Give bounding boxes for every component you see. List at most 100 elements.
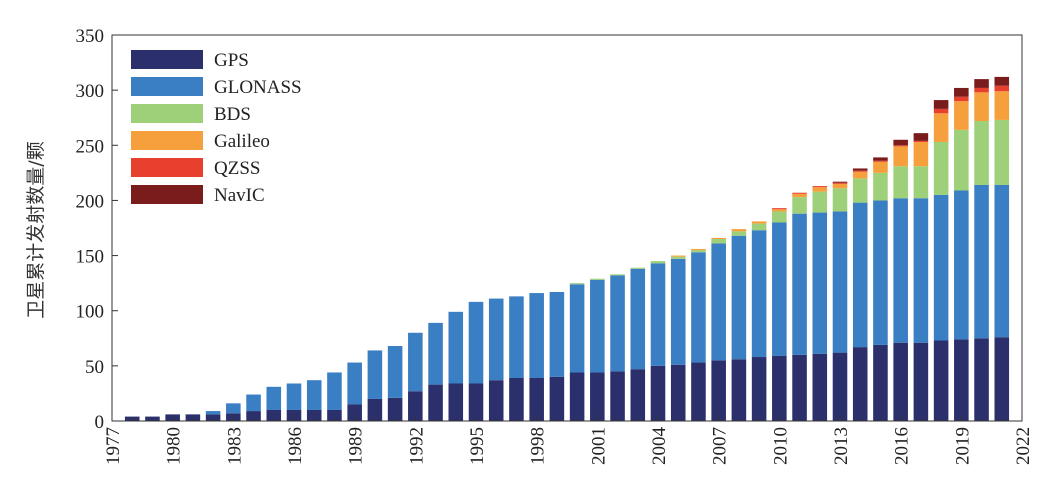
bar-qzss-2013	[832, 182, 848, 184]
bar-galileo-2021	[994, 91, 1010, 120]
x-tick-label: 1989	[346, 427, 367, 465]
bar-bds-2006	[691, 250, 706, 253]
bar-gps-2019	[954, 339, 969, 421]
bar-bds-2000	[569, 283, 585, 285]
bar-qzss-2014	[852, 170, 868, 172]
bar-navic-2016	[893, 139, 908, 146]
bar-glonass-1998	[529, 293, 544, 378]
bar-bds-2019	[954, 129, 969, 191]
bar-glonass-1989	[347, 362, 362, 405]
bar-galileo-2009	[751, 221, 767, 224]
bar-glonass-2021	[994, 184, 1010, 338]
bar-glonass-2009	[751, 230, 767, 358]
legend-swatch-navic	[131, 185, 203, 204]
bar-galileo-2011	[792, 193, 807, 198]
bar-gps-2020	[974, 338, 989, 421]
bar-gps-2002	[610, 371, 625, 421]
bar-gps-2010	[772, 355, 787, 421]
y-tick-label: 250	[76, 136, 105, 157]
bar-galileo-2016	[893, 146, 908, 167]
x-tick-label: 2007	[710, 427, 731, 465]
bar-glonass-2002	[610, 275, 625, 372]
bar-gps-2007	[711, 360, 726, 421]
bar-gps-1981	[185, 414, 201, 421]
bar-glonass-2020	[974, 184, 989, 339]
x-tick-label: 1980	[164, 427, 185, 465]
bar-qzss-2011	[792, 192, 807, 194]
bar-galileo-2008	[731, 229, 747, 232]
bar-glonass-2017	[913, 198, 929, 343]
bar-qzss-2018	[933, 108, 949, 114]
x-tick-label: 1992	[406, 427, 427, 465]
bar-glonass-1985	[266, 386, 282, 410]
bar-galileo-2020	[974, 92, 989, 122]
bar-glonass-2012	[812, 212, 828, 354]
bar-bds-2009	[751, 223, 767, 231]
bar-bds-2010	[772, 211, 787, 223]
bar-galileo-2010	[772, 209, 787, 212]
x-tick-label: 1977	[103, 427, 124, 465]
bar-bds-2005	[670, 256, 686, 259]
bar-bds-2015	[873, 172, 888, 201]
legend-label-bds: BDS	[214, 104, 251, 125]
bar-glonass-1987	[306, 380, 322, 410]
bar-qzss-2021	[994, 85, 1010, 92]
bar-glonass-2000	[569, 284, 585, 373]
bar-gps-1988	[327, 409, 342, 421]
x-axis: 1977 1980 1983 1986 1989 1992 1995 1998 2001 2004…	[103, 415, 1034, 465]
bar-gps-1984	[246, 411, 261, 421]
bar-bds-2020	[974, 121, 989, 185]
y-tick-label: 350	[76, 26, 105, 47]
bar-qzss-2017	[913, 140, 929, 142]
bar-glonass-2006	[691, 252, 706, 363]
y-tick-label: 150	[76, 247, 105, 268]
bar-navic-2021	[994, 76, 1010, 86]
bar-glonass-1986	[286, 383, 302, 410]
bar-gps-1991	[387, 397, 403, 421]
bar-navic-2014	[852, 168, 868, 171]
x-tick-label: 2016	[892, 427, 913, 465]
bar-qzss-2020	[974, 87, 989, 93]
bar-glonass-1993	[428, 322, 443, 385]
bar-glonass-1999	[549, 291, 565, 377]
y-axis-label: 卫星累计发射数量/颗	[25, 141, 47, 318]
legend-swatch-bds	[131, 104, 203, 123]
bar-bds-2002	[610, 274, 625, 276]
bar-gps-1993	[428, 384, 443, 421]
bar-galileo-2018	[933, 113, 949, 142]
bar-gps-2021	[994, 337, 1010, 421]
bar-gps-1989	[347, 404, 362, 421]
bar-gps-2011	[792, 354, 807, 421]
bar-glonass-1995	[468, 301, 484, 384]
bar-bds-2012	[812, 191, 828, 213]
bar-glonass-2016	[893, 198, 908, 343]
bar-glonass-1991	[387, 346, 403, 398]
bar-glonass-2005	[670, 258, 686, 365]
bar-glonass-1992	[408, 332, 423, 392]
bar-navic-2013	[832, 181, 848, 183]
bar-glonass-2007	[711, 243, 726, 361]
bar-gps-1999	[549, 376, 565, 421]
bar-galileo-2005	[670, 255, 686, 257]
bar-navic-2019	[954, 87, 969, 97]
bar-gps-2016	[893, 342, 908, 421]
bar-glonass-1994	[448, 311, 464, 384]
bar-gps-1987	[306, 409, 322, 421]
bar-gps-2012	[812, 353, 828, 421]
bars-layer	[124, 76, 1010, 421]
bar-bds-2018	[933, 141, 949, 195]
bar-gps-2018	[933, 340, 949, 421]
bar-glonass-2008	[731, 235, 747, 360]
legend-label-galileo: Galileo	[214, 131, 270, 152]
bar-gps-2008	[731, 359, 747, 421]
bar-gps-1994	[448, 383, 464, 421]
bar-gps-2014	[852, 347, 868, 421]
bar-bds-2017	[913, 166, 929, 199]
x-tick-label: 2019	[952, 427, 973, 465]
x-tick-label: 2004	[649, 427, 670, 466]
bar-gps-1992	[408, 391, 423, 421]
bar-gps-2001	[590, 372, 605, 421]
bar-glonass-1996	[488, 298, 504, 381]
bar-galileo-2019	[954, 101, 969, 130]
bar-gps-2003	[630, 369, 646, 421]
